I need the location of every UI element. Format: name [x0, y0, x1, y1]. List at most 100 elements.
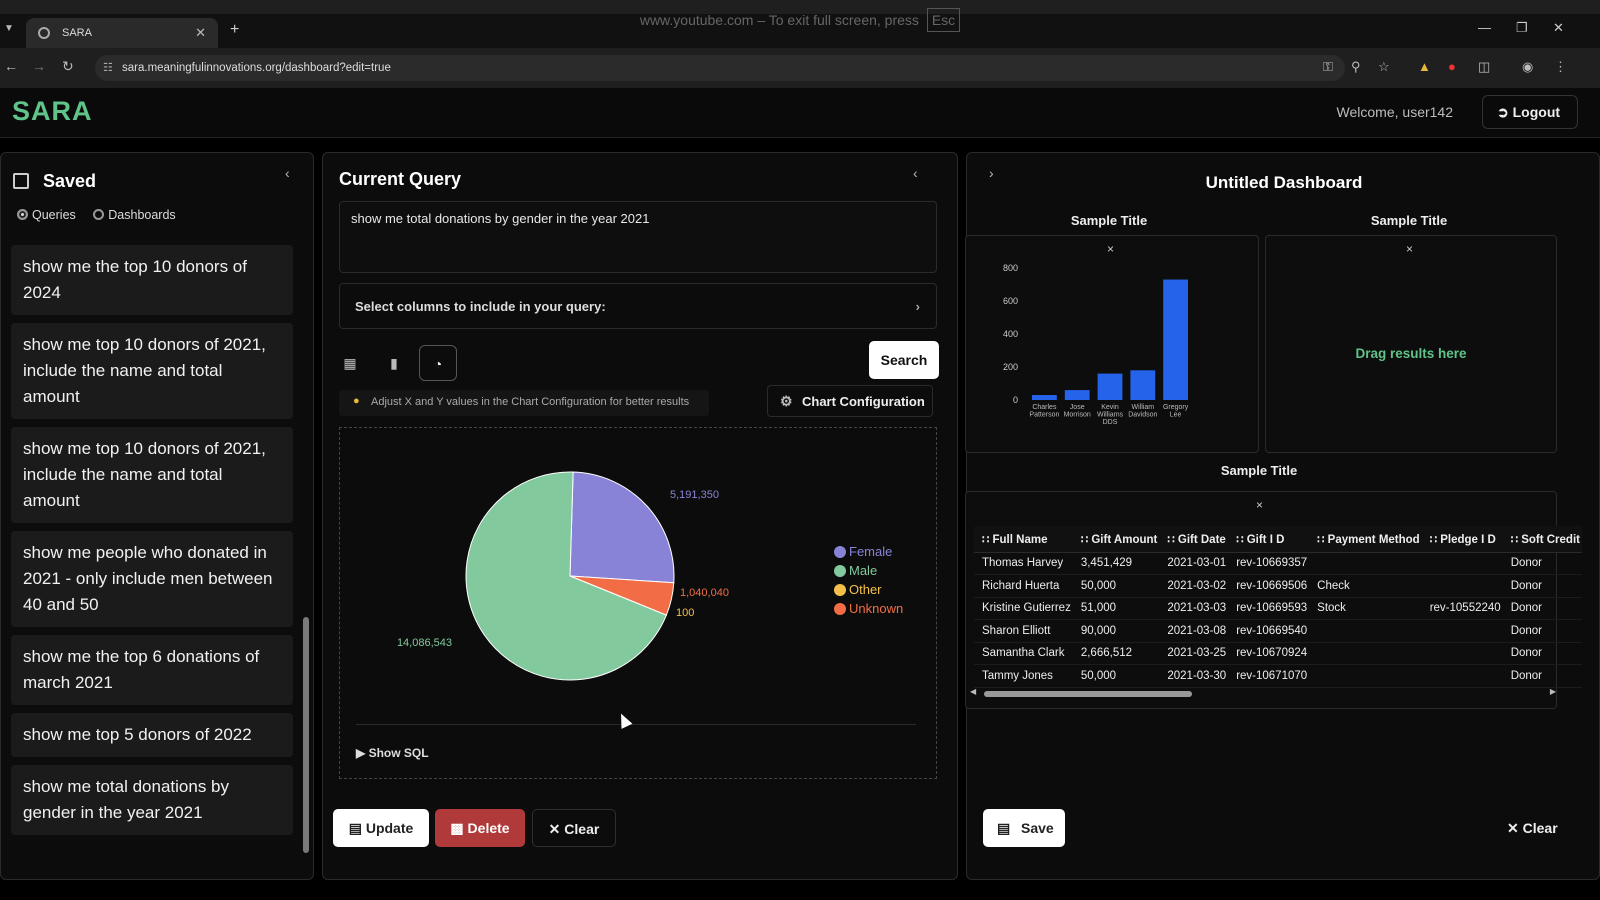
forward-icon[interactable]: →	[32, 58, 46, 74]
x-tick-label: Williams	[1097, 412, 1124, 419]
saved-query-item[interactable]: show me top 10 donors of 2021, include t…	[11, 323, 293, 419]
restore-icon[interactable]: ❐	[1516, 20, 1528, 35]
tab-search-icon[interactable]: ▼	[4, 23, 14, 34]
close-window-icon[interactable]: ✕	[1553, 20, 1564, 35]
column-header[interactable]: ∷ Payment Method	[1309, 526, 1422, 553]
trash-icon: ▩	[450, 820, 464, 836]
legend-item[interactable]: Female	[834, 544, 903, 559]
table-row[interactable]: Richard Huerta 50,000 2021-03-02 rev-106695…	[974, 574, 1582, 598]
scroll-right-icon[interactable]: ▶	[1549, 687, 1556, 696]
legend-label: Male	[849, 563, 878, 578]
table-row[interactable]: Kristine Gutierrez 51,000 2021-03-03 rev-10…	[974, 597, 1582, 620]
update-button[interactable]: ▤ Update	[333, 809, 429, 847]
zoom-icon[interactable]: ⚲	[1351, 59, 1361, 74]
table-cell: rev-10669593	[1228, 597, 1310, 620]
table-scroll-thumb[interactable]	[984, 691, 1192, 697]
bookmark-star-icon[interactable]: ☆	[1378, 59, 1390, 74]
saved-query-item[interactable]: show me the top 6 donations of march 202…	[11, 635, 293, 705]
extensions-icon[interactable]: ◫	[1478, 59, 1491, 74]
column-header[interactable]: ∷ Soft Credit	[1502, 526, 1582, 553]
column-select-accordion[interactable]: Select columns to include in your query:…	[339, 283, 937, 329]
drive-extension-icon[interactable]: ▲	[1418, 59, 1431, 74]
bar-4	[1163, 279, 1188, 400]
saved-query-item[interactable]: show me people who donated in 2021 - onl…	[11, 531, 293, 627]
browser-tab[interactable]: SARA ✕	[26, 18, 218, 48]
legend-item[interactable]: Male	[834, 563, 903, 578]
fullscreen-message: www.youtube.com – To exit full screen, p…	[639, 12, 919, 28]
table-row[interactable]: Thomas Harvey 3,451,429 2021-03-01 rev-1066…	[974, 552, 1582, 575]
back-icon[interactable]: ←	[4, 58, 18, 74]
x-tick-label: Davidson	[1128, 412, 1157, 419]
show-sql-toggle[interactable]: ▶ Show SQL	[356, 746, 429, 760]
bar-chart-card[interactable]: × 0 200 400 600 800 Charles Patterson Jose Morri…	[965, 235, 1259, 453]
table-view-icon[interactable]: ▦	[343, 355, 357, 371]
logout-button[interactable]: ➲ Logout	[1482, 95, 1578, 129]
reload-icon[interactable]: ↻	[62, 58, 74, 74]
table-cell: Sharon Elliott	[974, 619, 1073, 643]
remove-card-icon[interactable]: ×	[1256, 498, 1264, 512]
table-row[interactable]: Sharon Elliott 90,000 2021-03-08 rev-106695…	[974, 619, 1582, 643]
clear-button[interactable]: ✕ Clear	[532, 809, 616, 847]
x-tick-label: Charles	[1032, 404, 1057, 411]
gear-icon: ⚙	[780, 393, 793, 409]
y-tick-label: 0	[1013, 395, 1018, 405]
new-tab-icon[interactable]: +	[230, 21, 240, 38]
column-header[interactable]: ∷ Pledge I D	[1421, 526, 1503, 553]
drop-zone-card[interactable]: × Drag results here	[1265, 235, 1557, 453]
close-tab-icon[interactable]: ✕	[195, 25, 206, 40]
column-header[interactable]: ∷ Gift Amount	[1072, 526, 1160, 553]
column-header[interactable]: ∷ Full Name	[974, 526, 1073, 553]
chart-configuration-label: Chart Configuration	[802, 394, 925, 409]
legend-item[interactable]: Unknown	[834, 601, 903, 616]
pie-slice-female	[569, 471, 675, 584]
saved-query-item[interactable]: show me total donations by gender in the…	[11, 765, 293, 835]
table-cell: Donor	[1502, 597, 1582, 620]
table-card[interactable]: × ∷ Full Name ∷ Gift Amount ∷ Gift Date ∷ G…	[965, 491, 1582, 709]
expand-right-icon[interactable]: ›	[989, 165, 994, 181]
app-header: SARA Welcome, user142 ➲ Logout	[0, 88, 1600, 138]
table-cell	[1309, 664, 1422, 688]
table-row[interactable]: Tammy Jones 50,000 2021-03-30 rev-10671070 D…	[974, 664, 1582, 688]
red-extension-icon[interactable]: ●	[1448, 59, 1456, 74]
remove-card-icon[interactable]: ×	[1406, 242, 1414, 256]
drag-results-text: Drag results here	[1355, 346, 1467, 361]
saved-query-item[interactable]: show me top 10 donors of 2021, include t…	[11, 427, 293, 523]
legend-label: Unknown	[849, 601, 904, 616]
saved-query-item[interactable]: show me top 5 donors of 2022	[11, 713, 293, 757]
saved-list-scroll-thumb[interactable]	[303, 617, 309, 853]
bar-chart-view-icon[interactable]: ▮	[390, 355, 398, 371]
saved-query-item[interactable]: show me the top 10 donors of 2024	[11, 245, 293, 315]
column-header[interactable]: ∷ Gift Date	[1159, 526, 1229, 553]
table-row[interactable]: Samantha Clark 2,666,512 2021-03-25 rev-106…	[974, 642, 1582, 665]
table-cell: Richard Huerta	[974, 574, 1073, 598]
minimize-icon[interactable]: —	[1478, 20, 1491, 35]
search-button[interactable]: Search	[869, 341, 939, 379]
remove-card-icon[interactable]: ×	[1107, 242, 1115, 256]
clear-dashboard-button[interactable]: ✕ Clear	[1507, 820, 1558, 837]
save-icon: ▤	[997, 820, 1011, 836]
chart-configuration-button[interactable]: ⚙ Chart Configuration	[767, 385, 933, 417]
query-input[interactable]: show me total donations by gender in the…	[339, 201, 937, 273]
table-cell: rev-10669357	[1228, 552, 1310, 575]
column-header[interactable]: ∷ Gift I D	[1228, 526, 1310, 553]
pie-chart-view-icon[interactable]: ◔	[419, 345, 457, 381]
delete-button[interactable]: ▩ Delete	[435, 809, 525, 847]
esc-key-label: Esc	[926, 8, 961, 32]
table-horizontal-scrollbar[interactable]: ◀ ▶	[970, 687, 1556, 698]
radio-queries[interactable]: Queries	[17, 208, 76, 222]
collapse-left-icon[interactable]: ‹	[285, 165, 290, 181]
profile-avatar-icon[interactable]: ◉	[1522, 59, 1534, 74]
radio-dashboards[interactable]: Dashboards	[93, 208, 176, 222]
save-dashboard-button[interactable]: ▤ Save	[983, 809, 1065, 847]
url-field[interactable]: ☷ sara.meaningfulinnovations.org/dashboa…	[95, 55, 1345, 81]
legend-item[interactable]: Other	[834, 582, 903, 597]
scroll-left-icon[interactable]: ◀	[970, 687, 977, 696]
browser-menu-icon[interactable]: ⋮	[1554, 59, 1567, 74]
logout-label: Logout	[1512, 104, 1561, 120]
site-info-icon[interactable]: ☷	[103, 62, 113, 74]
collapse-mid-icon[interactable]: ‹	[913, 165, 918, 181]
dashboard-panel: › Untitled Dashboard Sample Title Sample…	[965, 152, 1600, 880]
password-key-icon[interactable]: ⚿	[1323, 59, 1333, 74]
table-cell: 50,000	[1072, 664, 1160, 688]
